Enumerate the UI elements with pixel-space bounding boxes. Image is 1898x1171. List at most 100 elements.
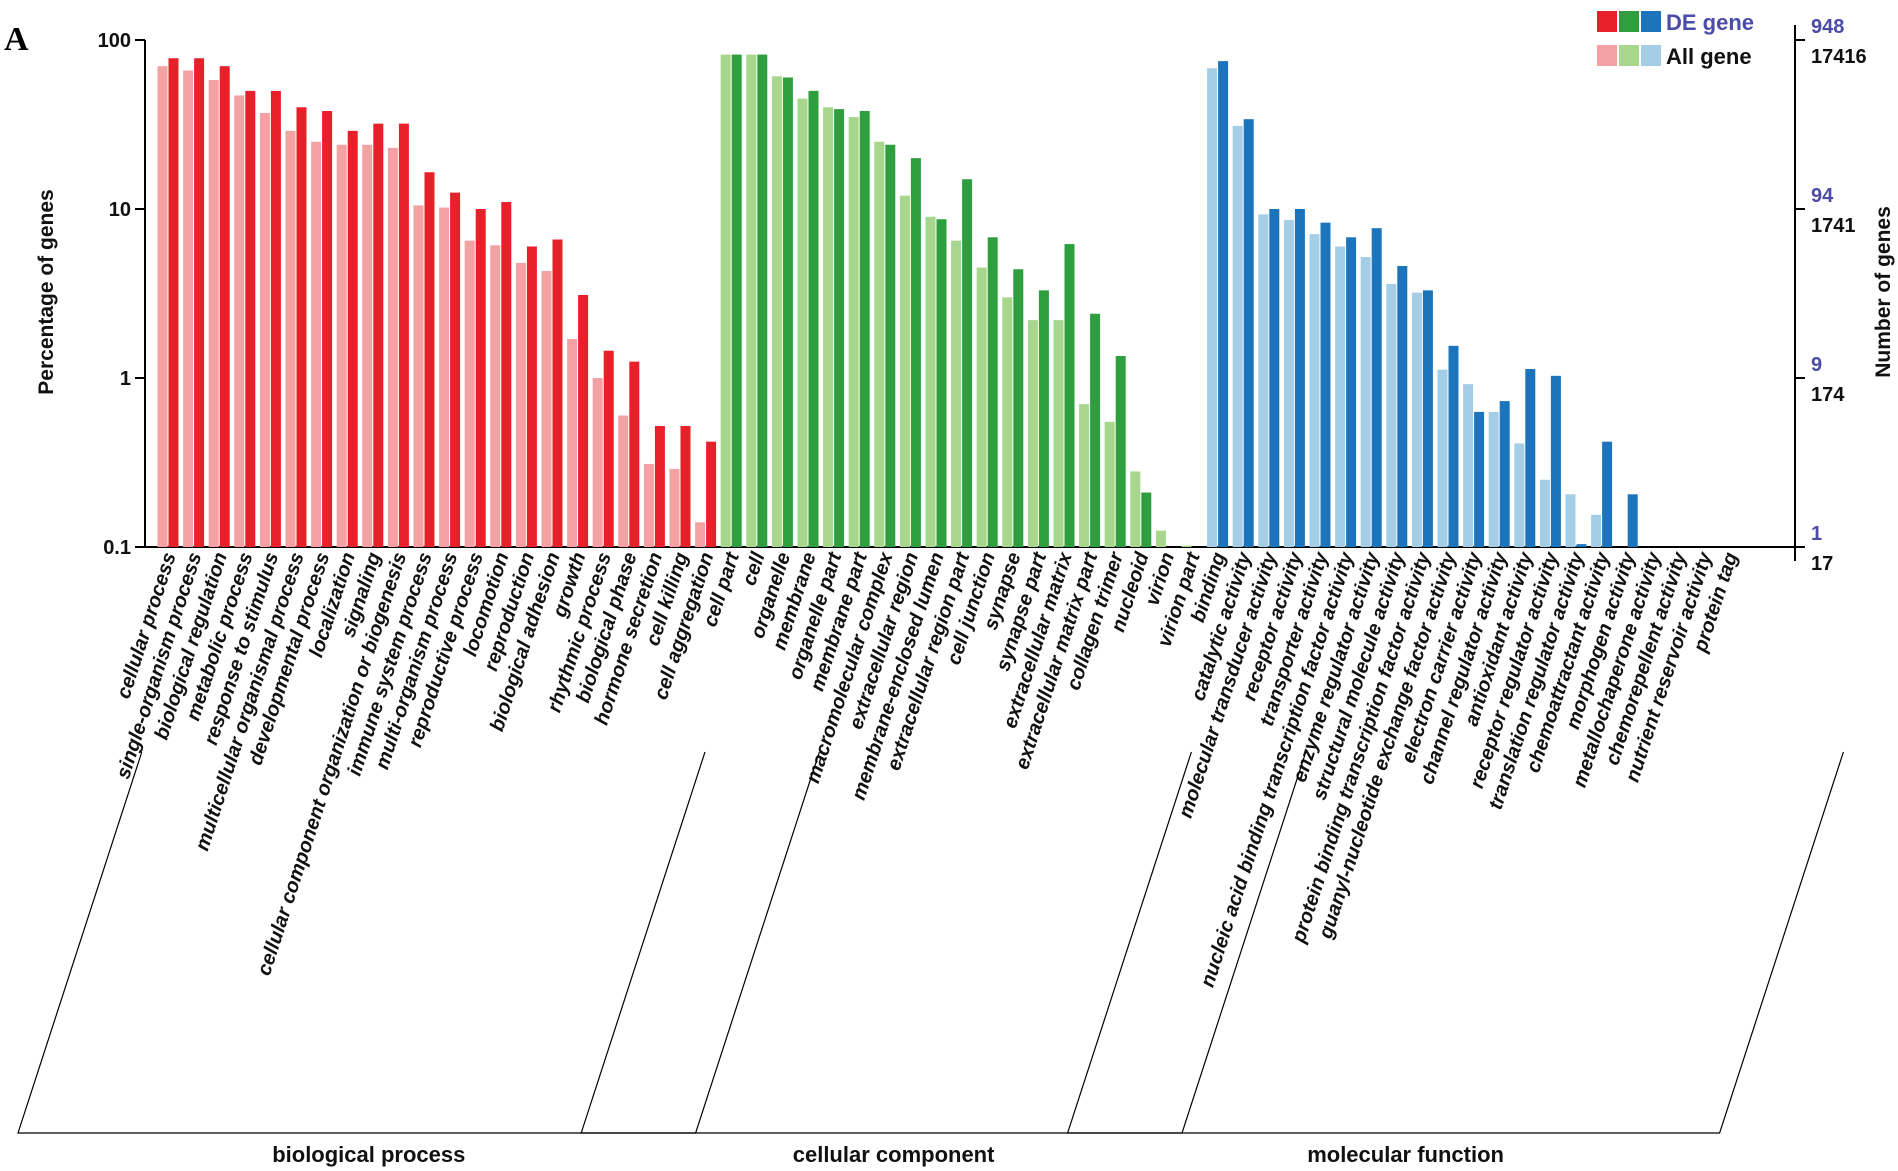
bar-de-cellular-process	[168, 58, 179, 547]
bar-all-structural-molecule-activity	[1386, 283, 1397, 547]
bar-all-nucleic-acid-binding-transcription-factor-activity	[1335, 246, 1346, 547]
group-label-molecular-function: molecular function	[1307, 1142, 1504, 1167]
bar-all-organelle	[771, 76, 782, 547]
y2-tick-label-all: 17416	[1811, 46, 1867, 68]
bar-de-cellular-component-organization-or-biogenesis	[398, 123, 409, 548]
legend-de-label: DE gene	[1666, 10, 1754, 35]
bar-de-metabolic-process	[245, 90, 256, 547]
bar-de-immune-system-process	[424, 172, 435, 547]
bar-de-biological-phase	[629, 361, 640, 547]
bar-all-molecular-transducer-activity	[1258, 214, 1269, 547]
bar-de-multi-organism-process	[450, 192, 461, 548]
bar-all-rhythmic-process	[592, 378, 603, 547]
bar-de-growth	[578, 294, 589, 547]
bar-de-nucleoid	[1141, 492, 1152, 547]
bar-de-extracellular-matrix	[1064, 244, 1075, 547]
bar-all-translation-regulator-activity	[1565, 494, 1576, 547]
group-brackets: biological process cellular component mole…	[17, 751, 1844, 1167]
bar-de-morphogen-activity	[1627, 494, 1638, 547]
bar-de-membrane	[808, 90, 819, 547]
bar-all-biological-phase	[618, 415, 629, 547]
bar-all-multicellular-organismal-process	[285, 130, 296, 547]
bar-de-biological-regulation	[219, 66, 230, 547]
bar-all-extracellular-region-part	[951, 240, 962, 547]
panel-label: A	[4, 21, 29, 58]
bar-all-enzyme-regulator-activity	[1360, 256, 1371, 547]
bar-all-cell-part	[720, 54, 731, 547]
y2-tick-label-de: 948	[1811, 16, 1844, 38]
bracket-molecular-function	[1066, 751, 1844, 1134]
legend: DE gene All gene	[1597, 10, 1754, 69]
bar-all-collagen-trimer	[1104, 421, 1115, 547]
bar-all-extracellular-matrix-part	[1079, 404, 1090, 547]
y-axis-title: Percentage of genes	[35, 189, 58, 394]
bar-de-reproduction	[526, 246, 537, 547]
bar-de-developmental-process	[322, 111, 333, 547]
y-tick-label: 10	[109, 199, 131, 221]
y2-tick-label-all: 17	[1811, 553, 1833, 575]
bar-all-chemoattractant-activity	[1591, 514, 1602, 547]
bar-all-response-to-stimulus	[259, 112, 270, 547]
bar-de-synapse-part	[1038, 290, 1049, 547]
bar-all-hormone-secretion	[643, 463, 654, 547]
bar-all-extracellular-region	[899, 195, 910, 548]
bar-all-receptor-regulator-activity	[1539, 479, 1550, 547]
bar-all-developmental-process	[311, 141, 322, 547]
bar-de-multicellular-organismal-process	[296, 107, 307, 547]
bar-de-enzyme-regulator-activity	[1371, 228, 1382, 547]
y2-tick-label-de: 94	[1811, 185, 1834, 207]
bar-de-antioxidant-activity	[1525, 369, 1536, 547]
bar-all-extracellular-matrix	[1053, 320, 1064, 547]
bar-all-localization	[336, 144, 347, 547]
bar-all-locomotion	[490, 245, 501, 548]
bar-de-extracellular-region	[910, 158, 921, 548]
y2-tick-label-de: 9	[1811, 354, 1822, 376]
bar-de-synapse	[1013, 269, 1024, 547]
bar-all-biological-adhesion	[541, 270, 552, 547]
bar-de-extracellular-region-part	[962, 179, 973, 547]
bar-de-hormone-secretion	[654, 425, 665, 547]
bar-de-reproductive-process	[475, 209, 486, 547]
bar-all-membrane-part	[848, 117, 859, 548]
bar-all-nucleoid	[1130, 471, 1141, 547]
bar-all-cellular-process	[157, 66, 168, 547]
bar-de-signaling	[373, 123, 384, 548]
bar-de-organelle	[782, 77, 793, 548]
bars	[157, 54, 1638, 548]
bar-all-biological-regulation	[208, 79, 219, 548]
bar-de-catalytic-activity	[1243, 119, 1254, 548]
y2-tick-label-all: 1741	[1811, 215, 1856, 237]
bar-de-extracellular-matrix-part	[1090, 313, 1101, 547]
group-label-biological-process: biological process	[272, 1142, 465, 1167]
bar-all-cell-aggregation	[695, 522, 706, 547]
bar-de-structural-molecule-activity	[1397, 265, 1408, 547]
bar-de-binding	[1218, 61, 1229, 547]
bar-all-channel-regulator-activity	[1488, 411, 1499, 547]
y2-axis-title: Number of genes	[1872, 206, 1895, 378]
bar-all-cellular-component-organization-or-biogenesis	[387, 147, 398, 548]
y-tick-label: 100	[98, 30, 131, 52]
bar-de-membrane-part	[859, 111, 870, 547]
legend-swatch-de-red	[1597, 11, 1617, 32]
group-label-cellular-component: cellular component	[793, 1142, 995, 1167]
bracket-biological-process	[17, 751, 820, 1134]
bar-de-receptor-regulator-activity	[1550, 375, 1561, 547]
y2-tick-label-de: 1	[1811, 523, 1822, 545]
bar-all-guanyl-nucleotide-exchange-factor-activity	[1437, 369, 1448, 547]
bar-all-electron-carrier-activity	[1463, 384, 1474, 547]
bar-all-transporter-activity	[1309, 234, 1320, 548]
bar-all-single-organism-process	[183, 70, 194, 548]
y2-tick-label-all: 174	[1811, 384, 1845, 406]
bar-all-membrane-enclosed-lumen	[925, 216, 936, 547]
bar-all-growth	[567, 339, 578, 547]
bar-all-signaling	[362, 144, 373, 547]
bar-de-cell	[757, 54, 768, 547]
bar-all-virion	[1155, 530, 1166, 547]
bar-de-transporter-activity	[1320, 222, 1331, 548]
bar-de-nucleic-acid-binding-transcription-factor-activity	[1346, 237, 1357, 547]
bar-all-cell-killing	[669, 468, 680, 547]
bar-de-chemoattractant-activity	[1602, 441, 1613, 547]
bar-de-translation-regulator-activity	[1576, 544, 1587, 547]
bar-all-metabolic-process	[234, 95, 245, 547]
bar-de-macromolecular-complex	[885, 144, 896, 547]
